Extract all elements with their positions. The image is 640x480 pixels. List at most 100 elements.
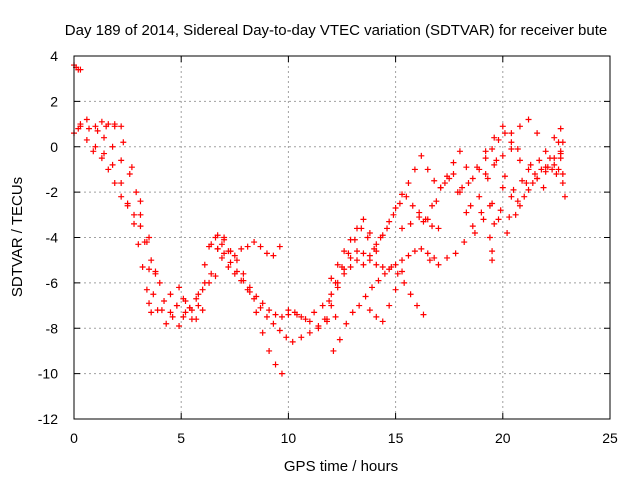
data-point — [111, 180, 118, 187]
data-point — [456, 148, 463, 155]
data-point — [392, 205, 399, 212]
data-point — [109, 161, 116, 168]
data-point — [244, 243, 251, 250]
data-point — [456, 189, 463, 196]
data-point — [424, 250, 431, 257]
data-point — [489, 257, 496, 264]
data-point — [199, 286, 206, 293]
data-point — [195, 302, 202, 309]
x-tick-label: 15 — [388, 430, 404, 446]
data-point — [364, 234, 371, 241]
data-point — [437, 184, 444, 191]
data-point — [118, 123, 125, 130]
data-layer — [71, 62, 568, 377]
data-point — [90, 148, 97, 155]
data-point — [371, 245, 378, 252]
data-point — [484, 175, 491, 182]
data-point — [356, 302, 363, 309]
y-tick-label: 4 — [50, 48, 58, 64]
data-point — [407, 220, 414, 227]
data-point — [444, 254, 451, 261]
data-point — [199, 307, 206, 314]
data-point — [180, 313, 187, 320]
data-point — [369, 284, 376, 291]
data-series — [176, 234, 234, 314]
data-point — [201, 279, 208, 286]
data-point — [143, 239, 150, 246]
data-point — [354, 225, 361, 232]
data-point — [476, 193, 483, 200]
data-series — [71, 116, 161, 314]
data-point — [525, 116, 532, 123]
data-point — [555, 166, 562, 173]
data-point — [531, 170, 538, 177]
data-point — [354, 248, 361, 255]
data-series — [326, 193, 442, 305]
data-point — [128, 164, 135, 171]
y-tick-label: -12 — [38, 411, 58, 427]
data-point — [542, 148, 549, 155]
data-series — [366, 268, 406, 325]
data-point — [486, 234, 493, 241]
data-point — [75, 125, 82, 132]
data-point — [233, 257, 240, 264]
data-point — [148, 257, 155, 264]
data-point — [336, 336, 343, 343]
data-point — [384, 225, 391, 232]
data-point — [360, 216, 367, 223]
chart-title: Day 189 of 2014, Sidereal Day-to-day VTE… — [65, 22, 607, 39]
data-point — [379, 232, 386, 239]
data-point — [482, 155, 489, 162]
data-series — [214, 245, 339, 329]
data-point — [109, 143, 116, 150]
data-point — [392, 261, 399, 268]
data-point — [506, 214, 513, 221]
data-point — [514, 198, 521, 205]
data-point — [399, 191, 406, 198]
data-point — [514, 146, 521, 153]
y-tick-label: -6 — [46, 275, 59, 291]
x-tick-label: 5 — [177, 430, 185, 446]
data-series — [218, 254, 330, 345]
data-point — [396, 200, 403, 207]
data-point — [231, 252, 238, 259]
data-point — [341, 248, 348, 255]
y-tick-label: 2 — [50, 93, 58, 109]
data-point — [557, 148, 564, 155]
data-point — [418, 152, 425, 159]
data-point — [542, 168, 549, 175]
data-point — [493, 157, 500, 164]
data-point — [499, 152, 506, 159]
data-point — [188, 307, 195, 314]
data-series — [206, 234, 283, 259]
data-point — [332, 313, 339, 320]
data-point — [429, 202, 436, 209]
data-point — [557, 155, 564, 162]
data-point — [137, 223, 144, 230]
data-point — [559, 139, 566, 146]
data-point — [315, 325, 322, 332]
data-point — [137, 198, 144, 205]
data-point — [394, 270, 401, 277]
data-point — [347, 263, 354, 270]
x-tick-label: 10 — [281, 430, 297, 446]
data-point — [311, 309, 318, 316]
data-point — [251, 239, 258, 246]
data-point — [491, 161, 498, 168]
data-point — [559, 170, 566, 177]
data-point — [101, 134, 108, 141]
data-point — [330, 347, 337, 354]
data-point — [347, 254, 354, 261]
data-point — [399, 225, 406, 232]
data-series — [399, 157, 566, 232]
data-point — [283, 334, 290, 341]
data-point — [551, 161, 558, 168]
data-point — [276, 327, 283, 334]
data-point — [326, 298, 333, 305]
data-point — [360, 261, 367, 268]
data-point — [551, 155, 558, 162]
data-point — [523, 180, 530, 187]
data-point — [98, 118, 105, 125]
data-point — [433, 198, 440, 205]
